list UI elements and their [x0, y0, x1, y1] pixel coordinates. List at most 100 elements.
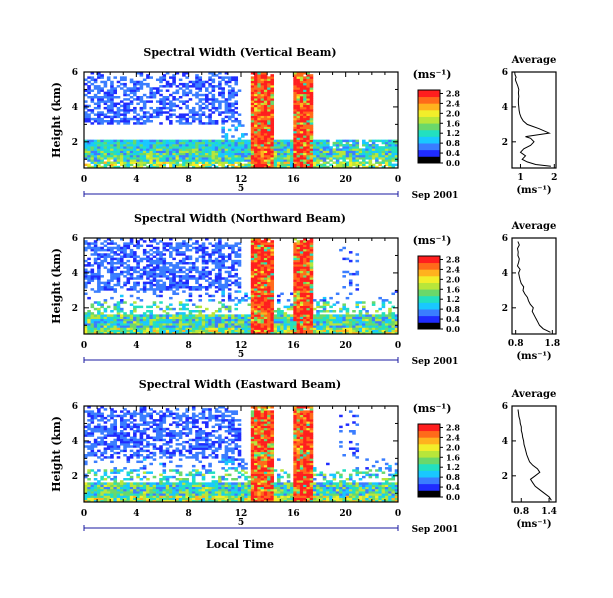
heatmap-cell — [159, 275, 163, 278]
heatmap-cell — [227, 109, 232, 112]
heatmap-cell — [348, 251, 353, 254]
heatmap-cell — [205, 157, 209, 160]
heatmap-cell — [136, 262, 140, 265]
heatmap-cell — [126, 331, 131, 335]
heatmap-cell — [309, 281, 314, 285]
heatmap-cell — [296, 141, 301, 145]
heatmap-cell — [110, 82, 114, 86]
heatmap-cell — [198, 277, 203, 280]
heatmap-cell — [162, 327, 167, 330]
heatmap-cell — [319, 148, 324, 151]
heatmap-cell — [149, 262, 153, 265]
heatmap-cell — [103, 120, 108, 123]
heatmap-cell — [116, 102, 121, 106]
heatmap-cell — [191, 115, 196, 119]
heatmap-cell — [309, 259, 314, 263]
heatmap-cell — [316, 154, 320, 158]
heatmap-cell — [260, 137, 265, 140]
heatmap-cell — [136, 102, 140, 106]
heatmap-cell — [231, 146, 235, 149]
heatmap-cell — [191, 113, 196, 116]
heatmap-cell — [123, 244, 127, 248]
heatmap-cell — [299, 327, 304, 330]
heatmap-cell — [142, 146, 147, 149]
heatmap-cell — [205, 98, 209, 101]
heatmap-cell — [378, 152, 382, 156]
heatmap-cell — [286, 150, 291, 154]
heatmap-cell — [345, 327, 350, 330]
heatmap-cell — [113, 440, 118, 444]
heatmap-cell — [169, 85, 173, 88]
heatmap-cell — [182, 152, 186, 156]
heatmap-cell — [267, 117, 271, 121]
heatmap-cell — [260, 93, 265, 97]
heatmap-cell — [303, 270, 307, 274]
heatmap-cell — [227, 307, 232, 311]
heatmap-cell — [218, 253, 222, 256]
heatmap-cell — [227, 76, 232, 79]
heatmap-cell — [299, 312, 304, 315]
heatmap-cell — [97, 303, 101, 306]
heatmap-cell — [309, 323, 314, 326]
heatmap-cell — [299, 303, 304, 306]
heatmap-cell — [214, 320, 219, 324]
heatmap-cell — [254, 82, 258, 86]
heatmap-cell — [355, 283, 360, 287]
heatmap-cell — [103, 456, 108, 459]
heatmap-cell — [250, 139, 255, 143]
heatmap-cell — [254, 104, 258, 108]
heatmap-cell — [352, 159, 356, 162]
heatmap-cell — [155, 331, 160, 335]
heatmap-cell — [250, 242, 255, 245]
heatmap-cell — [97, 310, 101, 313]
heatmap-cell — [257, 137, 261, 140]
heatmap-cell — [116, 303, 121, 306]
heatmap-cell — [133, 318, 137, 322]
heatmap-cell — [345, 331, 350, 335]
heatmap-cell — [90, 279, 95, 282]
heatmap-cell — [234, 296, 239, 300]
heatmap-cell — [254, 299, 258, 302]
heatmap-cell — [152, 165, 157, 169]
heatmap-cell — [250, 85, 255, 88]
heatmap-cell — [283, 144, 288, 147]
heatmap-cell — [119, 255, 124, 258]
heatmap-cell — [257, 266, 261, 269]
heatmap-cell — [97, 423, 101, 426]
heatmap-cell — [250, 109, 255, 112]
heatmap-cell — [87, 432, 91, 435]
heatmap-cell — [84, 104, 88, 108]
heatmap-cell — [139, 98, 144, 101]
heatmap-cell — [84, 275, 88, 278]
heatmap-cell — [110, 242, 114, 245]
heatmap-cell — [267, 157, 271, 160]
heatmap-cell — [169, 246, 173, 250]
heatmap-cell — [84, 272, 88, 276]
heatmap-cell — [123, 146, 127, 149]
heatmap-cell — [221, 120, 225, 123]
heatmap-cell — [296, 312, 301, 315]
heatmap-cell — [100, 430, 104, 433]
heatmap-cell — [205, 144, 209, 147]
heatmap-cell — [142, 122, 147, 125]
heatmap-cell — [116, 307, 121, 311]
heatmap-cell — [188, 323, 193, 326]
heatmap-cell — [159, 165, 163, 169]
heatmap-cell — [267, 281, 271, 285]
heatmap-cell — [116, 486, 121, 490]
heatmap-cell — [254, 303, 258, 306]
heatmap-cell — [250, 141, 255, 145]
heatmap-cell — [276, 318, 281, 322]
heatmap-cell — [306, 104, 310, 108]
heatmap-cell — [100, 412, 104, 416]
heatmap-cell — [388, 154, 392, 158]
heatmap-cell — [221, 159, 225, 162]
heatmap-cell — [263, 262, 268, 265]
heatmap-cell — [309, 96, 314, 99]
heatmap-cell — [260, 275, 265, 278]
colorbar-swatch — [418, 90, 440, 98]
heatmap-cell — [182, 329, 186, 333]
heatmap-cell — [90, 242, 95, 245]
heatmap-cell — [106, 314, 111, 317]
